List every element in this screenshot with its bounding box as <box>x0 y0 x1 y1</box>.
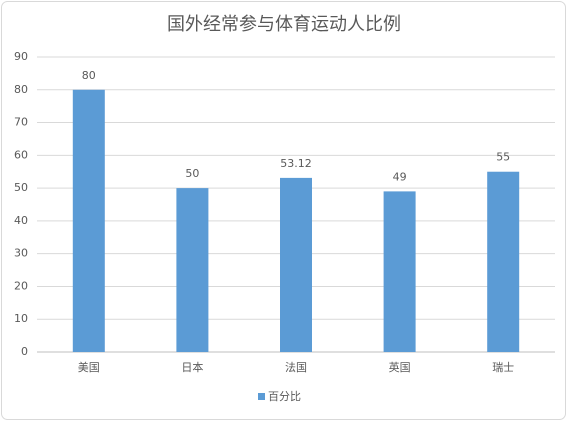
bar <box>383 191 416 352</box>
chart-title: 国外经常参与体育运动人比例 <box>167 14 401 35</box>
y-tick-label: 20 <box>14 279 28 292</box>
data-label: 55 <box>496 151 510 164</box>
x-tick-label: 瑞士 <box>492 360 514 374</box>
bar <box>72 89 105 353</box>
y-tick-label: 60 <box>14 148 28 161</box>
x-tick-label: 美国 <box>78 361 100 374</box>
y-tick-label: 80 <box>14 83 28 96</box>
y-tick-label: 30 <box>14 247 28 260</box>
x-tick-label: 日本 <box>181 360 203 374</box>
data-label: 53.12 <box>280 157 312 170</box>
y-tick-label: 40 <box>14 214 28 227</box>
y-tick-label: 90 <box>14 50 28 63</box>
data-label: 80 <box>82 69 96 82</box>
x-tick-label: 法国 <box>285 360 307 374</box>
y-tick-label: 70 <box>14 116 28 129</box>
bar <box>280 177 312 352</box>
y-tick-label: 50 <box>14 181 28 194</box>
legend-label: 百分比 <box>268 390 301 403</box>
legend-swatch <box>258 393 265 400</box>
bar <box>487 171 520 352</box>
data-label: 49 <box>393 170 407 183</box>
x-tick-label: 英国 <box>389 360 411 374</box>
bar <box>176 188 209 352</box>
y-tick-label: 0 <box>21 345 28 358</box>
y-tick-label: 10 <box>14 312 28 325</box>
data-label: 50 <box>185 167 199 180</box>
